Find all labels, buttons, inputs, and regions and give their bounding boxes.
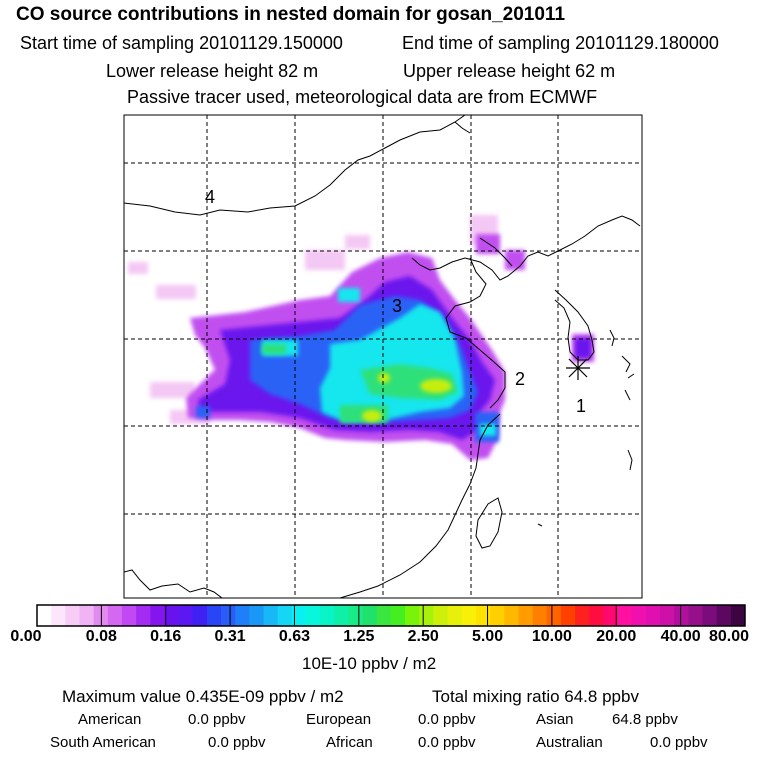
colorbar-swatch xyxy=(334,605,349,626)
colorbar-swatch xyxy=(447,605,463,626)
colorbar-frame xyxy=(36,604,746,627)
maximum-value: Maximum value 0.435E-09 ppbv / m2 xyxy=(62,687,344,706)
tracer-note: Passive tracer used, meteorological data… xyxy=(127,87,598,107)
american-label: American xyxy=(78,711,142,728)
asian-label: Asian xyxy=(536,711,574,728)
colorbar-swatch xyxy=(490,605,505,626)
colorbar-tick-label: 2.50 xyxy=(407,628,439,645)
colorbar-swatch xyxy=(362,605,378,626)
colorbar-swatch xyxy=(546,605,562,626)
colorbar-swatch xyxy=(730,605,746,626)
european-label: European xyxy=(306,711,372,728)
colorbar-swatch xyxy=(532,605,548,626)
colorbar-swatch xyxy=(674,605,689,626)
colorbar-swatch xyxy=(291,605,307,626)
colorbar-swatch xyxy=(51,605,66,626)
colorbar-swatch xyxy=(603,605,618,626)
colorbar xyxy=(37,605,746,626)
colorbar-tick-label: 5.00 xyxy=(471,628,504,645)
start-time-label: Start time of sampling 20101129.150000 xyxy=(20,33,343,53)
colorbar-swatch xyxy=(617,605,633,626)
australian-label: Australian xyxy=(536,734,603,751)
colorbar-swatch xyxy=(121,605,137,626)
region-label-2: 2 xyxy=(515,369,525,389)
region-label-4: 4 xyxy=(205,187,215,207)
colorbar-swatch xyxy=(716,605,732,626)
colorbar-swatch xyxy=(518,605,533,626)
colorbar-tick-label: 0.00 xyxy=(10,628,42,645)
end-time-label: End time of sampling 20101129.180000 xyxy=(402,33,719,53)
lat-lon-grid xyxy=(124,115,642,598)
colorbar-swatch xyxy=(235,605,250,626)
colorbar-swatch xyxy=(405,605,420,626)
colorbar-swatch xyxy=(277,605,293,626)
colorbar-swatch xyxy=(37,605,52,626)
colorbar-tick-label: 0.16 xyxy=(150,628,182,645)
region-label-3: 3 xyxy=(392,296,402,316)
receptor-marker xyxy=(566,356,590,380)
colorbar-swatch xyxy=(221,605,236,626)
colorbar-swatch xyxy=(79,605,95,626)
colorbar-swatch xyxy=(702,605,718,626)
coastlines xyxy=(124,115,641,598)
colorbar-swatch xyxy=(206,605,222,626)
colorbar-tick-label: 0.08 xyxy=(85,628,117,645)
colorbar-swatch xyxy=(136,605,151,626)
lower-release-height: Lower release height 82 m xyxy=(106,61,319,81)
colorbar-swatch xyxy=(391,605,406,626)
australian-value: 0.0 ppbv xyxy=(650,734,708,751)
colorbar-swatch xyxy=(348,605,364,626)
colorbar-swatch xyxy=(504,605,519,626)
colorbar-swatch xyxy=(419,605,434,626)
colorbar-swatch xyxy=(320,605,335,626)
concentration-field xyxy=(128,215,594,460)
colorbar-tick-label: 1.25 xyxy=(343,628,375,645)
colorbar-swatch xyxy=(461,605,477,626)
colorbar-tick-label: 80.00 xyxy=(708,628,750,645)
european-value: 0.0 ppbv xyxy=(418,711,476,728)
colorbar-swatch xyxy=(249,605,264,626)
colorbar-swatch xyxy=(589,605,604,626)
colorbar-swatch xyxy=(178,605,194,626)
colorbar-swatch xyxy=(645,605,661,626)
colorbar-swatch xyxy=(150,605,165,626)
chart-title: CO source contributions in nested domain… xyxy=(16,4,566,25)
african-value: 0.0 ppbv xyxy=(418,734,476,751)
region-label-1: 1 xyxy=(576,396,586,416)
south-american-value: 0.0 ppbv xyxy=(208,734,266,751)
colorbar-swatch xyxy=(164,605,179,626)
colorbar-tick-label: 20.00 xyxy=(596,628,637,645)
colorbar-swatch xyxy=(306,605,321,626)
plume-hotspots xyxy=(362,373,452,422)
colorbar-tick-label: 40.00 xyxy=(660,628,701,645)
american-value: 0.0 ppbv xyxy=(188,711,246,728)
map-frame xyxy=(123,114,643,599)
colorbar-swatch xyxy=(475,605,491,626)
colorbar-swatch xyxy=(192,605,208,626)
colorbar-swatch xyxy=(560,605,576,626)
asian-value: 64.8 ppbv xyxy=(612,711,678,728)
colorbar-swatch xyxy=(433,605,449,626)
south-american-label: South American xyxy=(50,734,156,751)
colorbar-swatch xyxy=(631,605,647,626)
colorbar-tick-label: 0.31 xyxy=(214,628,246,645)
colorbar-swatch xyxy=(660,605,675,626)
upper-release-height: Upper release height 62 m xyxy=(403,61,616,81)
colorbar-swatch xyxy=(263,605,279,626)
colorbar-tick-label: 0.63 xyxy=(278,628,311,645)
african-label: African xyxy=(326,734,373,751)
colorbar-swatch xyxy=(65,605,80,626)
colorbar-tick-label: 10.00 xyxy=(531,628,572,645)
colorbar-unit: 10E-10 ppbv / m2 xyxy=(302,654,437,673)
colorbar-swatch xyxy=(575,605,590,626)
total-mixing-ratio: Total mixing ratio 64.8 ppbv xyxy=(432,687,639,706)
colorbar-swatch xyxy=(688,605,703,626)
colorbar-swatch xyxy=(107,605,123,626)
colorbar-swatch xyxy=(376,605,392,626)
